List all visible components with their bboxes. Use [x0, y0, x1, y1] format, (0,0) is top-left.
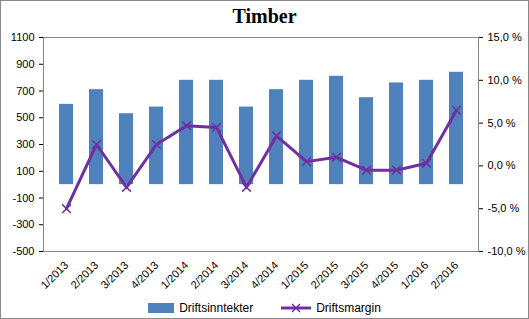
svg-text:1100: 1100 — [11, 31, 35, 43]
svg-text:500: 500 — [16, 111, 34, 123]
svg-text:5,0 %: 5,0 % — [488, 117, 516, 129]
svg-text:4/2014: 4/2014 — [248, 259, 280, 291]
svg-text:1/2015: 1/2015 — [278, 259, 310, 291]
svg-text:300: 300 — [16, 138, 34, 150]
svg-text:-5,0 %: -5,0 % — [488, 202, 520, 214]
svg-text:10,0 %: 10,0 % — [488, 74, 522, 86]
svg-text:-300: -300 — [12, 218, 34, 230]
svg-text:1/2013: 1/2013 — [38, 259, 70, 291]
svg-text:2/2014: 2/2014 — [188, 259, 220, 291]
svg-text:15,0 %: 15,0 % — [488, 31, 522, 43]
svg-text:-100: -100 — [12, 192, 34, 204]
svg-text:-500: -500 — [12, 245, 34, 257]
svg-text:700: 700 — [16, 85, 34, 97]
svg-text:3/2015: 3/2015 — [338, 259, 370, 291]
svg-text:2/2013: 2/2013 — [68, 259, 100, 291]
svg-text:4/2013: 4/2013 — [128, 259, 160, 291]
svg-text:2/2016: 2/2016 — [428, 259, 460, 291]
svg-text:100: 100 — [16, 165, 34, 177]
svg-text:900: 900 — [16, 58, 34, 70]
svg-text:0,0 %: 0,0 % — [488, 159, 516, 171]
svg-text:3/2014: 3/2014 — [218, 259, 250, 291]
svg-text:-10,0 %: -10,0 % — [488, 245, 526, 257]
svg-text:1/2014: 1/2014 — [158, 259, 190, 291]
svg-text:1/2016: 1/2016 — [398, 259, 430, 291]
html-text:Timber: Timber — [232, 5, 297, 27]
html-text:Driftsmargin: Driftsmargin — [316, 301, 381, 315]
svg-text:4/2015: 4/2015 — [368, 259, 400, 291]
svg-text:2/2015: 2/2015 — [308, 259, 340, 291]
html-text:Driftsinntekter: Driftsinntekter — [179, 301, 254, 315]
svg-text:3/2013: 3/2013 — [98, 259, 130, 291]
